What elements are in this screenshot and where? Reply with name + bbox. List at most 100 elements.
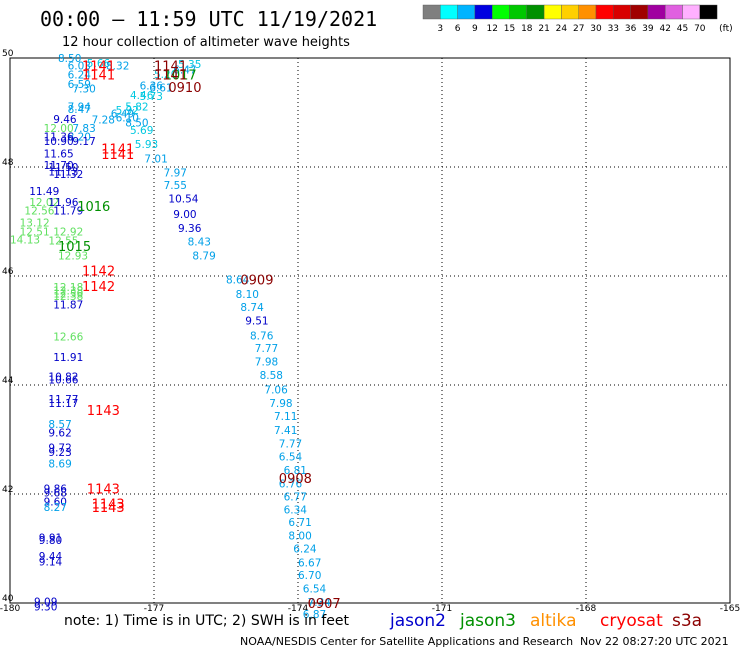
wave-height-mark: 7.98: [269, 398, 292, 410]
wave-height-mark: 10.82: [48, 371, 78, 383]
wave-height-mark: 8.74: [240, 302, 264, 314]
colorbar-label: 30: [590, 24, 602, 34]
colorbar-label: 39: [642, 24, 654, 34]
wave-height-mark: 12.02: [29, 197, 59, 209]
wave-height-mark: 6.24: [68, 69, 92, 81]
colorbar-swatch: [526, 4, 545, 20]
mission-label-altika: altika: [530, 611, 577, 631]
wave-height-mark: 12.93: [58, 250, 88, 262]
wave-height-mark: 9.44: [39, 551, 63, 563]
wave-height-mark: 7.30: [72, 84, 95, 96]
wave-height-mark: 11.17: [48, 398, 78, 410]
wave-height-mark: 8.79: [192, 250, 215, 262]
wave-height-mark: 7.01: [144, 153, 167, 165]
wave-height-mark: 9.91: [39, 533, 62, 545]
wave-height-mark: 9.00: [173, 209, 196, 221]
colorbar-swatch: [440, 4, 458, 20]
wave-height-mark: 13.12: [20, 218, 50, 230]
cryosat-pass-label: 1143: [87, 404, 120, 419]
s3a-pass-label: 1141: [154, 60, 187, 75]
wave-height-mark: 8.76: [250, 330, 274, 342]
wave-height-mark: 6.54: [279, 451, 303, 463]
wave-height-mark: 6.81: [284, 465, 307, 477]
wave-height-mark: 7.34: [308, 597, 332, 609]
wave-height-mark: 7.11: [274, 411, 297, 423]
colorbar-swatch: [578, 4, 597, 20]
colorbar-unit: (ft): [719, 24, 733, 34]
wave-height-mark: 9.86: [44, 484, 68, 496]
cryosat-pass-label: 1141: [82, 68, 115, 83]
wave-height-mark: 6.24: [293, 544, 317, 556]
cryosat-pass-label: 1143: [92, 497, 125, 512]
wave-height-mark: 9.17: [72, 136, 95, 148]
colorbar-swatch: [457, 4, 476, 20]
colorbar-swatch: [613, 4, 631, 20]
wave-height-mark: 6.59: [68, 79, 91, 91]
wave-height-mark: 11.13: [48, 166, 78, 178]
wave-height-mark: 7.77: [279, 438, 302, 450]
colorbar-label: 36: [625, 24, 637, 34]
wave-height-mark: 14.13: [10, 234, 40, 246]
wave-height-mark: 12.92: [53, 226, 83, 238]
wave-height-mark: 8.50: [58, 53, 81, 65]
colorbar-swatch: [647, 4, 666, 20]
cryosat-pass-label: 1143: [92, 501, 125, 516]
cryosat-pass-label: 1141: [82, 60, 115, 75]
y-tick-label: 50: [2, 49, 14, 59]
credit-text: NOAA/NESDIS Center for Satellite Applica…: [240, 635, 573, 648]
wave-height-mark: 6.77: [284, 492, 307, 504]
wave-height-mark: 11.65: [44, 148, 74, 160]
wave-height-mark: 11.70: [44, 160, 74, 172]
wave-height-mark: 12.18: [53, 282, 83, 294]
wave-height-mark: 6.67: [298, 558, 321, 570]
wave-height-mark: 8.10: [236, 289, 259, 301]
x-tick-label: -177: [144, 604, 164, 614]
wave-height-mark: 8.50: [125, 117, 148, 129]
colorbar-legend: 3 6 9 12 15 18 21 24 27 30 33 36 39 42 45 70 (ft): [422, 4, 733, 34]
x-tick-label: -168: [576, 604, 597, 614]
wave-height-mark: 5.20: [154, 69, 177, 81]
wave-height-mark: 4.46: [130, 90, 154, 102]
wave-height-mark: 9.68: [44, 487, 67, 499]
wave-height-mark: 9.62: [48, 427, 71, 439]
wave-height-mark: 10.90: [44, 136, 74, 148]
wave-height-mark: 11.96: [48, 197, 78, 209]
pass-labels: 1017101610151141114111411141114211421143…: [58, 60, 341, 612]
mission-label-cryosat: cryosat: [600, 611, 663, 631]
s3a-pass-label: 0907: [308, 597, 341, 612]
colorbar-swatch: [492, 4, 510, 20]
colorbar-swatch: [561, 4, 579, 20]
s3a-pass-label: 0909: [240, 273, 273, 288]
chart-subtitle: 12 hour collection of altimeter wave hei…: [62, 35, 350, 50]
chart-title: 00:00 – 11:59 UTC 11/19/2021: [40, 7, 377, 31]
wave-height-mark: 8.58: [260, 370, 283, 382]
wave-height-mark: 7.28: [92, 115, 115, 127]
colorbar-label: 24: [556, 24, 568, 34]
wave-height-mark: 9.30: [34, 601, 57, 613]
colorbar-swatch: [665, 4, 683, 20]
colorbar-swatch: [422, 4, 441, 20]
colorbar-swatch: [509, 4, 527, 20]
wave-height-mark: 12.00: [44, 123, 74, 135]
wave-height-mark: 9.60: [44, 497, 67, 509]
wave-height-mark: 6.61: [149, 82, 172, 94]
colorbar-label: 21: [538, 24, 549, 34]
wave-height-mark: 11.79: [53, 206, 83, 218]
axis-ticks: -180 -177 -174 -171 -168 -165 40 42 44 46 48 50: [0, 49, 740, 614]
wave-height-mark: 9.09: [34, 596, 57, 608]
mission-legend: jason2 jason3 altika cryosat s3a: [389, 611, 702, 631]
timestamp-text: Nov 22 08:27:20 UTC 2021: [580, 635, 729, 648]
wave-height-mark: 11.91: [53, 352, 83, 364]
wave-height-mark: 6.54: [303, 583, 327, 595]
wave-height-mark: 12.51: [20, 226, 50, 238]
wave-height-mark: 12.66: [53, 331, 83, 343]
wave-height-mark: 9.23: [48, 447, 71, 459]
x-tick-label: -171: [432, 604, 452, 614]
wave-height-mark: 5.66: [87, 58, 111, 70]
note-text: note: 1) Time is in UTC; 2) SWH is in fe…: [64, 613, 350, 629]
wave-height-mark: 7.97: [164, 167, 187, 179]
colorbar-swatch: [595, 4, 614, 20]
colorbar-swatch: [474, 4, 493, 20]
s3a-pass-label: 1141: [154, 68, 187, 83]
